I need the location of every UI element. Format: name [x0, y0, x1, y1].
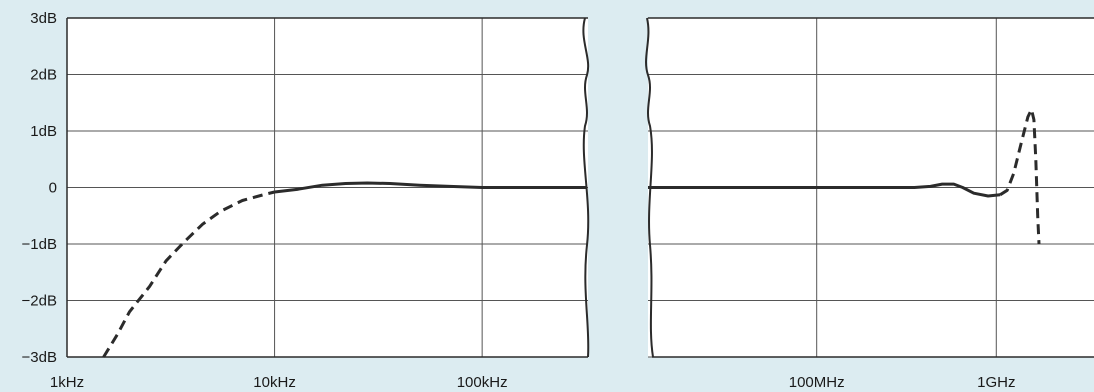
y-tick-label: −2dB: [22, 293, 57, 310]
y-tick-label: −3dB: [22, 349, 57, 366]
response-curve-solid: [274, 181, 587, 194]
response-curve-solid: [648, 182, 1001, 198]
x-tick-label: 1kHz: [50, 374, 84, 391]
x-tick-label: 10kHz: [253, 374, 296, 391]
x-tick-label: 1GHz: [977, 374, 1015, 391]
x-axis-labels: 1kHz 10kHz 100kHz 100MHz 1GHz: [50, 374, 1016, 391]
y-tick-label: 0: [49, 180, 57, 197]
y-tick-label: 2dB: [30, 67, 57, 84]
y-tick-label: 1dB: [30, 123, 57, 140]
x-tick-label: 100MHz: [789, 374, 845, 391]
y-axis-labels: 3dB 2dB 1dB 0 −1dB −2dB −3dB: [22, 10, 57, 366]
y-tick-label: −1dB: [22, 236, 57, 253]
response-curve-dashed: [999, 108, 1041, 245]
y-tick-label: 3dB: [30, 10, 57, 27]
panel-frames: [66, 17, 1094, 358]
axis-break-mark-left: [582, 17, 590, 358]
x-tick-label: 100kHz: [457, 374, 508, 391]
axis-break-mark-right: [645, 17, 654, 358]
response-curves: [102, 108, 1041, 358]
